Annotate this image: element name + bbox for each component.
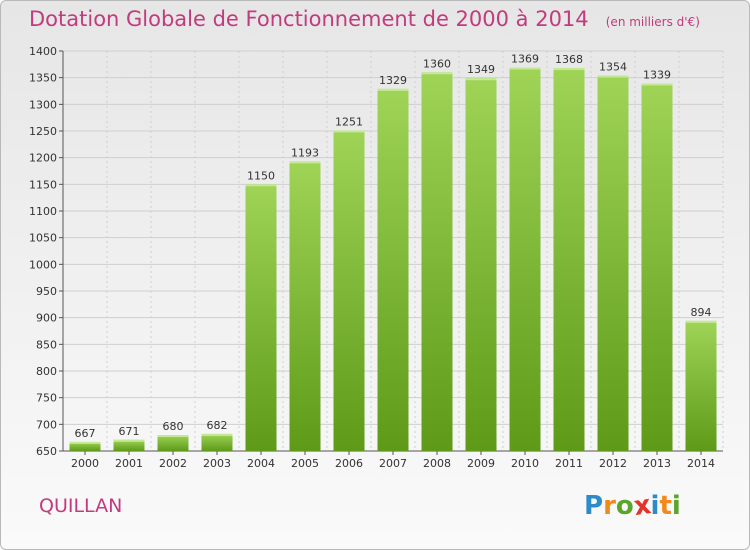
x-tick-label-2012: 2012 bbox=[599, 457, 627, 470]
chart-title: Dotation Globale de Fonctionnement de 20… bbox=[29, 7, 589, 31]
bar-2008 bbox=[421, 72, 453, 451]
x-tick-label-2007: 2007 bbox=[379, 457, 407, 470]
labels: 650 700 750 800 850 900 950 1000 1050 1100 1150 120… bbox=[29, 45, 715, 470]
bar-top-highlight bbox=[597, 75, 629, 78]
bar-top-highlight bbox=[421, 72, 453, 75]
bar-top-highlight bbox=[465, 78, 497, 81]
bar-2010 bbox=[509, 67, 541, 452]
bar-top-highlight bbox=[509, 67, 541, 70]
y-tick-label: 750 bbox=[36, 392, 57, 405]
x-tick-label-2005: 2005 bbox=[291, 457, 319, 470]
commune-name: QUILLAN bbox=[39, 495, 123, 517]
x-tick-label-2000: 2000 bbox=[71, 457, 99, 470]
logo-letter: x bbox=[631, 489, 653, 523]
bar-2004 bbox=[245, 184, 277, 452]
bar-2002 bbox=[157, 435, 189, 451]
y-tick-label: 900 bbox=[36, 312, 57, 325]
x-tick-label-2008: 2008 bbox=[423, 457, 451, 470]
logo-letter: t bbox=[659, 491, 672, 521]
value-label-2007: 1329 bbox=[379, 74, 407, 87]
y-tick-label: 1250 bbox=[29, 125, 57, 138]
bar-top-highlight bbox=[685, 320, 717, 323]
x-tick-label-2003: 2003 bbox=[203, 457, 231, 470]
bar-2001 bbox=[113, 439, 145, 451]
bar-2003 bbox=[201, 433, 233, 451]
bar-2014 bbox=[685, 320, 717, 451]
y-tick-label: 800 bbox=[36, 365, 57, 378]
bar-2000 bbox=[69, 441, 101, 451]
value-label-2011: 1368 bbox=[555, 53, 583, 66]
x-tick-label-2001: 2001 bbox=[115, 457, 143, 470]
value-label-2012: 1354 bbox=[599, 61, 627, 74]
value-label-2000: 667 bbox=[75, 427, 96, 440]
bar-2005 bbox=[289, 161, 321, 451]
bars bbox=[69, 67, 717, 452]
bar-top-highlight bbox=[201, 433, 233, 436]
y-tick-label: 1050 bbox=[29, 232, 57, 245]
y-tick-label: 700 bbox=[36, 418, 57, 431]
bar-top-highlight bbox=[553, 68, 585, 71]
y-tick-label: 1400 bbox=[29, 45, 57, 58]
bar-top-highlight bbox=[69, 441, 101, 444]
bar-2009 bbox=[465, 78, 497, 451]
y-tick-label: 1200 bbox=[29, 152, 57, 165]
value-label-2006: 1251 bbox=[335, 115, 363, 128]
x-tick-label-2014: 2014 bbox=[687, 457, 715, 470]
y-tick-label: 950 bbox=[36, 285, 57, 298]
value-label-2005: 1193 bbox=[291, 146, 319, 159]
value-label-2004: 1150 bbox=[247, 169, 275, 182]
y-tick-label: 1000 bbox=[29, 258, 57, 271]
x-tick-label-2004: 2004 bbox=[247, 457, 275, 470]
bar-top-highlight bbox=[113, 439, 145, 442]
chart-unit-label: (en milliers d'€) bbox=[605, 15, 700, 29]
value-label-2013: 1339 bbox=[643, 69, 671, 82]
x-tick-label-2002: 2002 bbox=[159, 457, 187, 470]
value-label-2008: 1360 bbox=[423, 57, 451, 70]
bar-top-highlight bbox=[157, 435, 189, 437]
value-label-2003: 682 bbox=[207, 419, 228, 432]
y-tick-label: 1150 bbox=[29, 178, 57, 191]
proxiti-logo: Proxiti bbox=[584, 489, 681, 523]
x-tick-label-2011: 2011 bbox=[555, 457, 583, 470]
bar-top-highlight bbox=[377, 88, 409, 91]
y-tick-label: 1100 bbox=[29, 205, 57, 218]
logo-letter: r bbox=[603, 491, 616, 521]
y-tick-label: 1350 bbox=[29, 72, 57, 85]
bar-top-highlight bbox=[289, 161, 321, 164]
x-tick-label-2013: 2013 bbox=[643, 457, 671, 470]
bar-2007 bbox=[377, 88, 409, 451]
logo-letter: o bbox=[615, 491, 634, 521]
logo-letter: i bbox=[650, 491, 660, 521]
x-tick-label-2010: 2010 bbox=[511, 457, 539, 470]
bar-2006 bbox=[333, 130, 365, 451]
value-label-2010: 1369 bbox=[511, 53, 539, 66]
value-label-2001: 671 bbox=[119, 425, 140, 438]
bar-top-highlight bbox=[245, 184, 277, 187]
bar-2011 bbox=[553, 68, 585, 452]
x-tick-label-2006: 2006 bbox=[335, 457, 363, 470]
bar-top-highlight bbox=[641, 83, 673, 86]
y-tick-label: 650 bbox=[36, 445, 57, 458]
bar-2012 bbox=[597, 75, 629, 452]
bar-2013 bbox=[641, 83, 673, 452]
title-line: Dotation Globale de Fonctionnement de 20… bbox=[29, 7, 700, 31]
value-label-2002: 680 bbox=[163, 420, 184, 433]
logo-letter: P bbox=[584, 491, 604, 521]
x-tick-label-2009: 2009 bbox=[467, 457, 495, 470]
y-tick-label: 1300 bbox=[29, 98, 57, 111]
bar-top-highlight bbox=[333, 130, 365, 133]
value-label-2014: 894 bbox=[691, 306, 712, 319]
value-label-2009: 1349 bbox=[467, 63, 495, 76]
logo-letter: i bbox=[671, 491, 681, 521]
y-tick-label: 850 bbox=[36, 338, 57, 351]
